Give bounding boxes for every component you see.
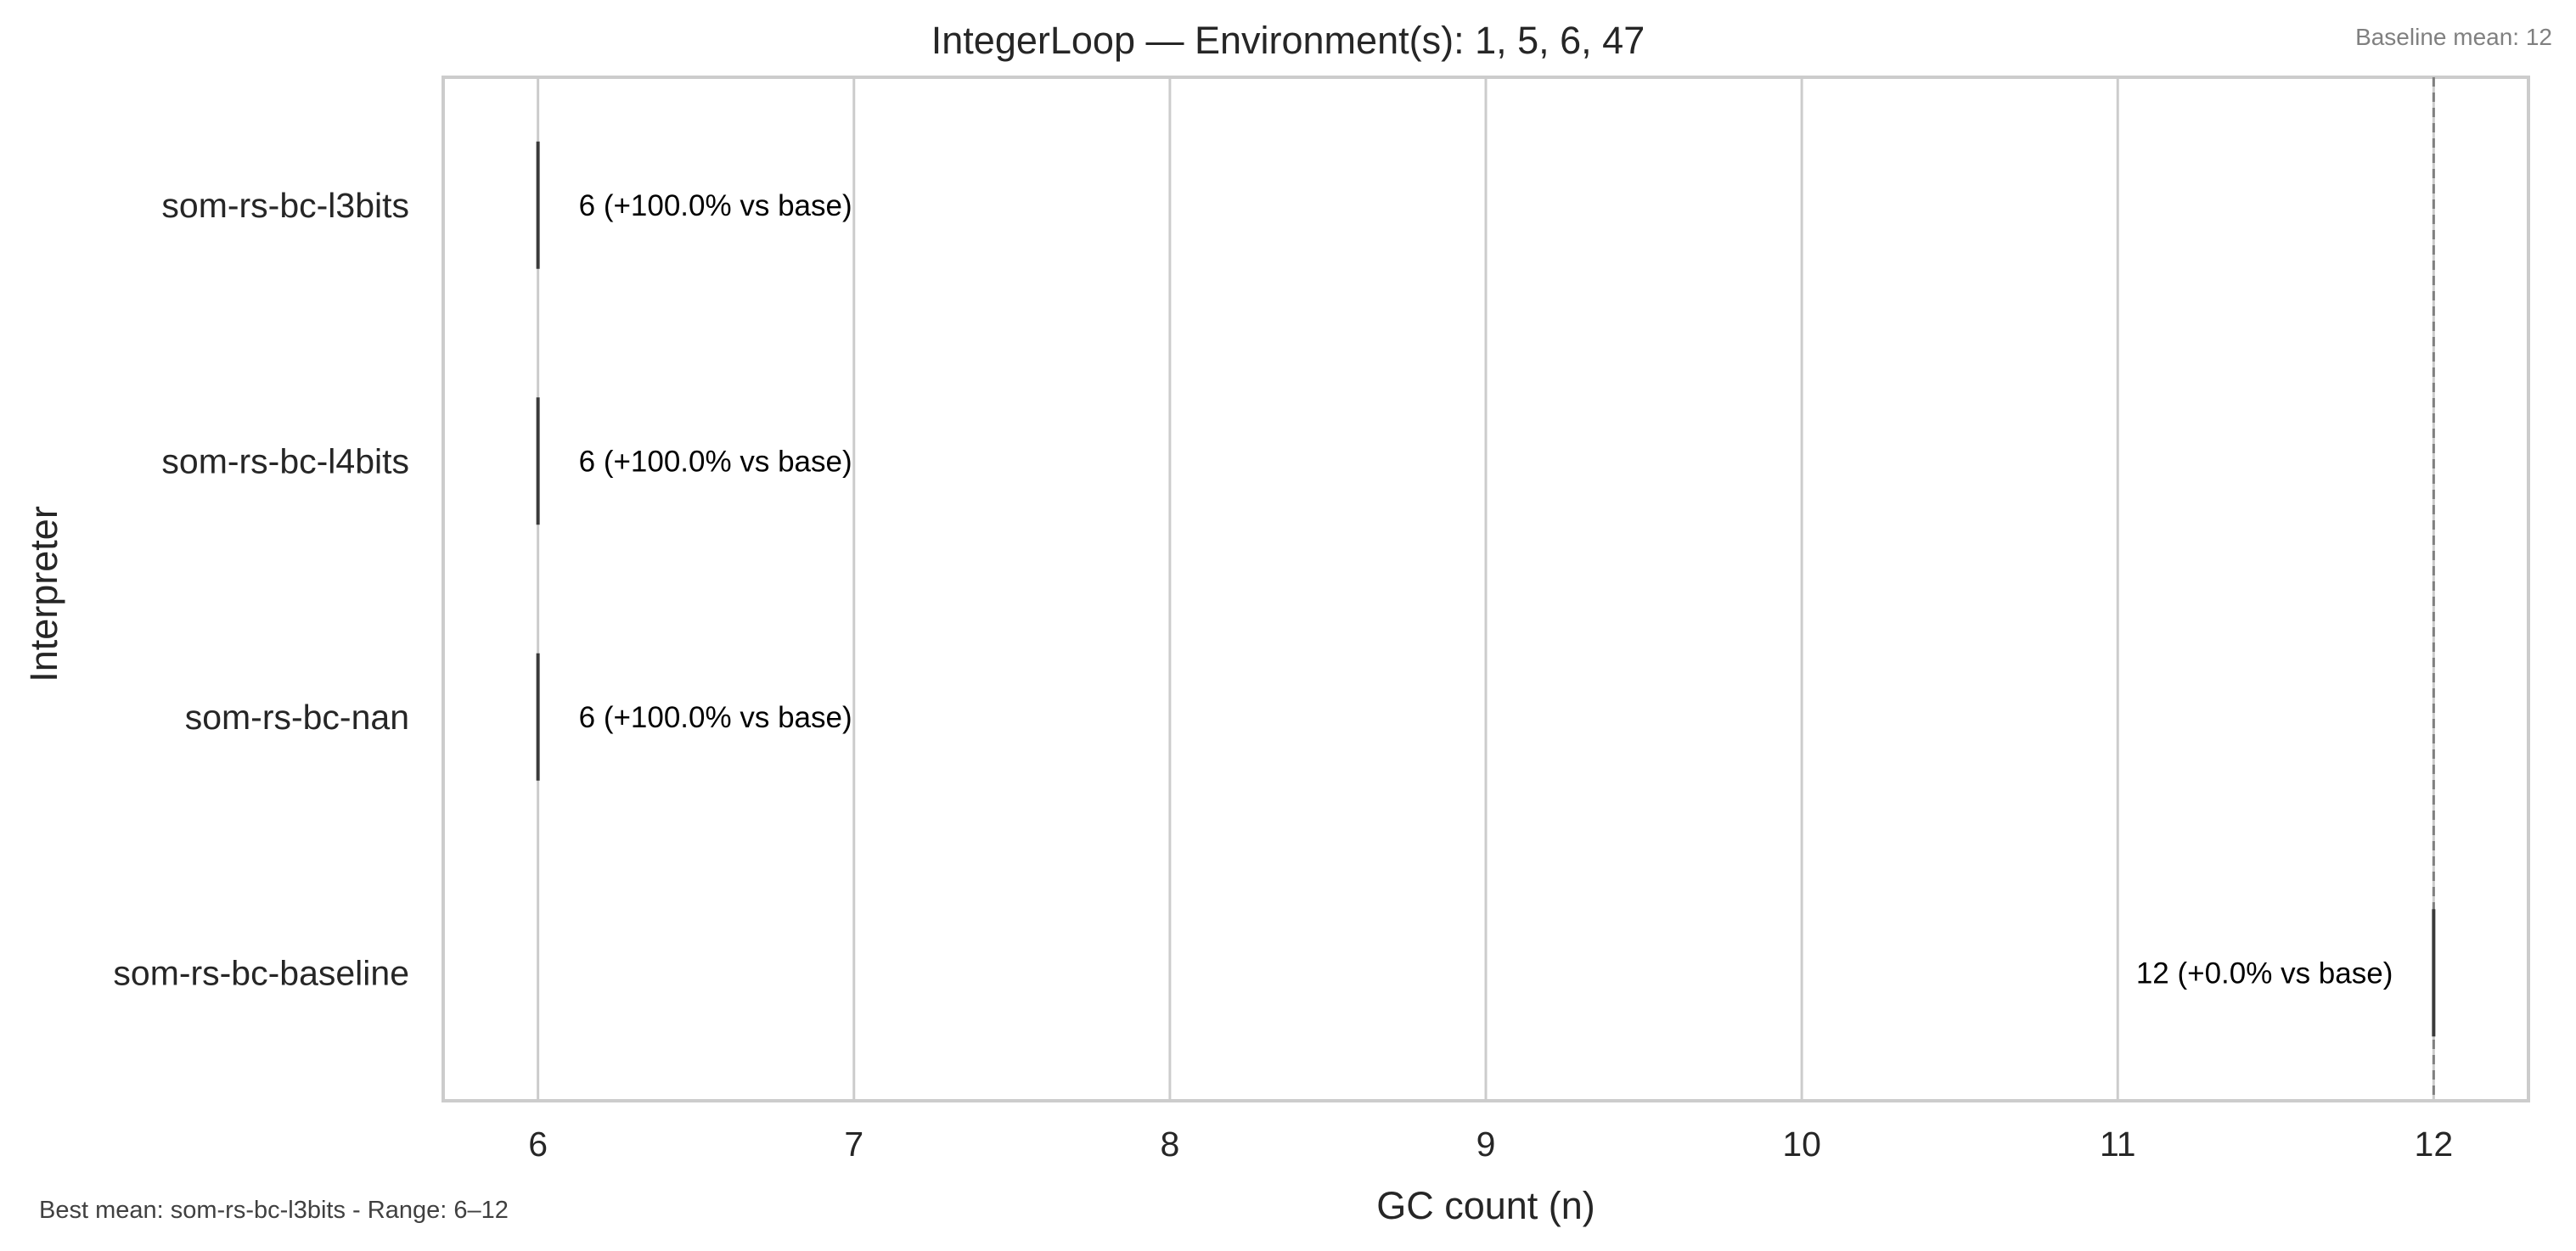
x-tick-label: 7 [844,1125,863,1164]
category-label: som-rs-bc-l3bits [161,186,409,225]
footer-note: Best mean: som-rs-bc-l3bits - Range: 6–1… [39,1197,509,1224]
grid [537,77,2435,1101]
baseline-note: Baseline mean: 12 [2355,24,2552,50]
plot-frame [442,76,2530,1102]
data-labels: 6 (+100.0% vs base) 6 (+100.0% vs base) 6 … [579,189,2393,990]
chart-marks [536,141,2436,1037]
x-axis-label: GC count (n) [1376,1184,1595,1227]
data-label: 6 (+100.0% vs base) [579,189,852,222]
x-tick-label: 8 [1160,1125,1179,1164]
x-tick-label: 6 [528,1125,548,1164]
y-axis-categories: som-rs-bc-l3bits som-rs-bc-l4bits som-rs-b… [113,186,409,993]
x-axis-ticks: 6 7 8 9 10 11 12 [528,1125,2453,1164]
category-label: som-rs-bc-nan [185,698,409,737]
category-label: som-rs-bc-l4bits [161,441,409,480]
category-label: som-rs-bc-baseline [113,953,409,992]
x-tick-label: 10 [1782,1125,1821,1164]
x-tick-label: 9 [1476,1125,1496,1164]
data-label: 12 (+0.0% vs base) [2136,956,2393,990]
data-label: 6 (+100.0% vs base) [579,701,852,734]
x-tick-label: 12 [2415,1125,2454,1164]
chart-title: IntegerLoop — Environment(s): 1, 5, 6, 4… [931,19,1645,62]
x-tick-label: 11 [2100,1125,2136,1164]
y-axis-label: Interpreter [22,506,65,682]
data-label: 6 (+100.0% vs base) [579,445,852,478]
